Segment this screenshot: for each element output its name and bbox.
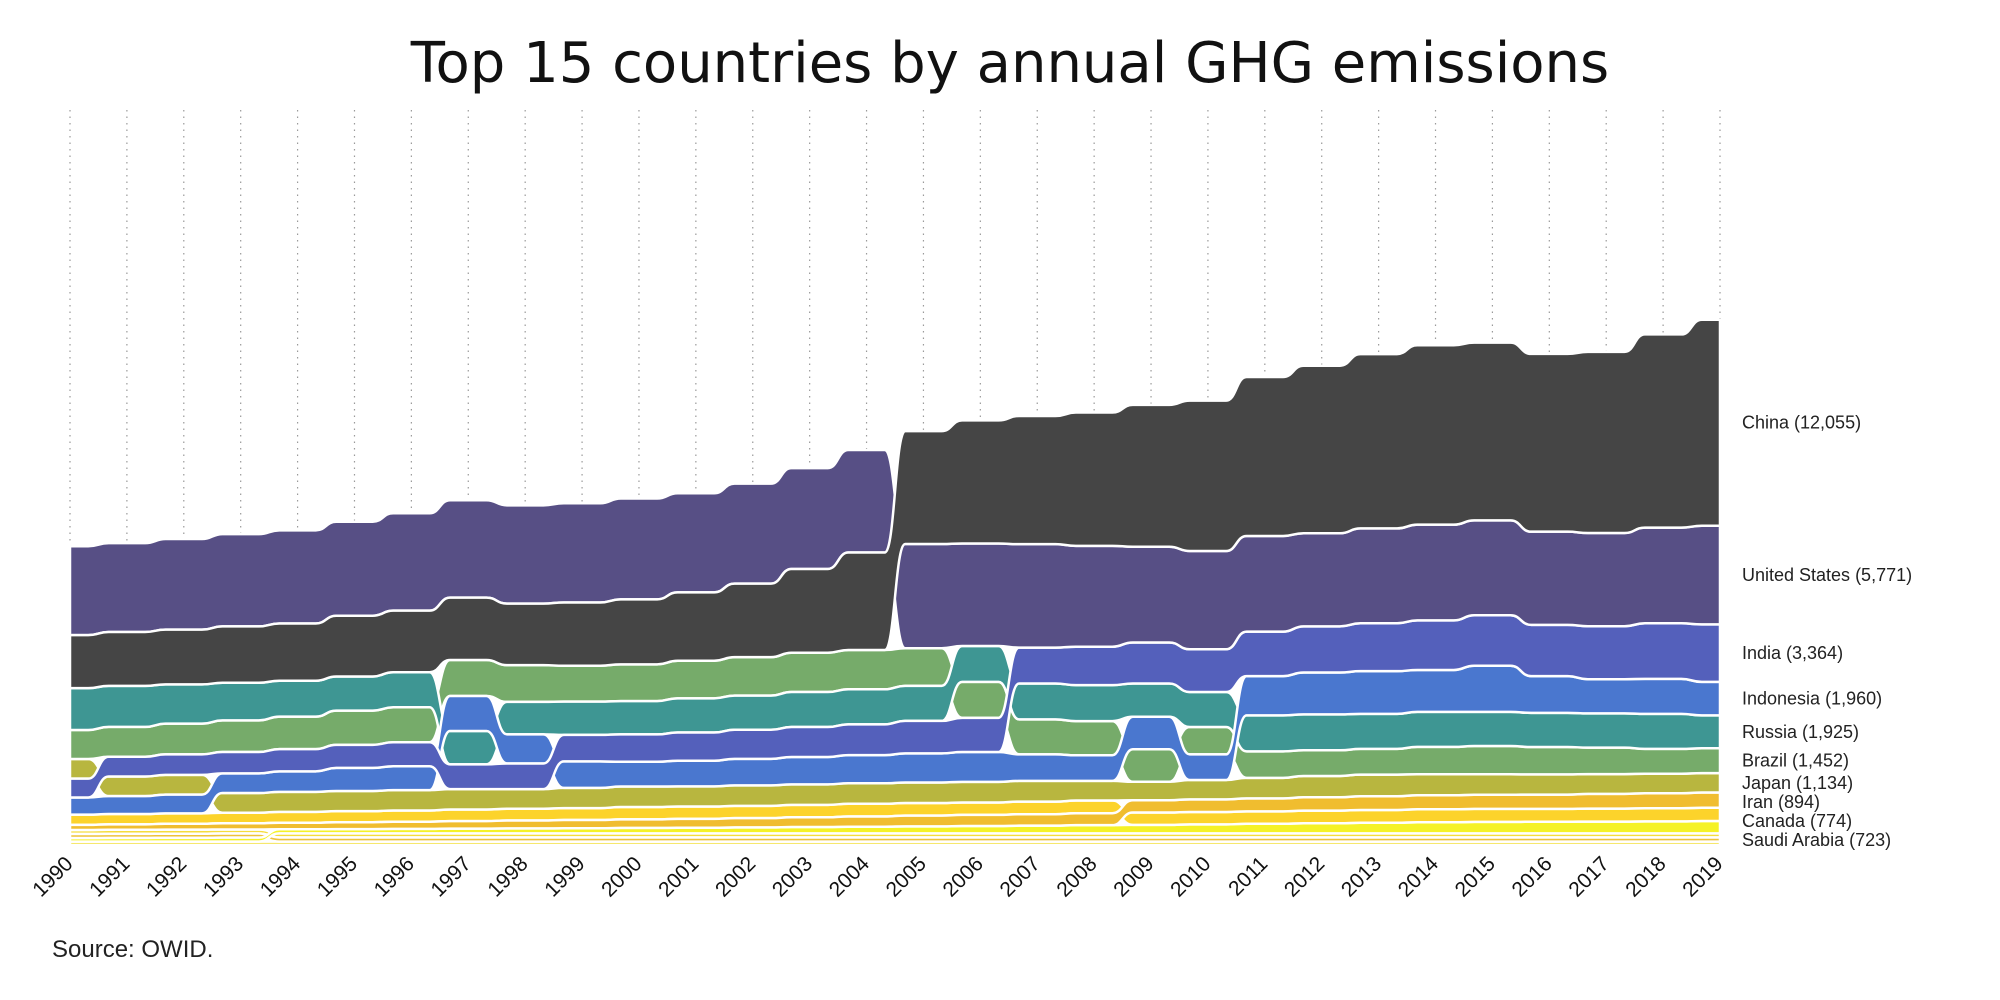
x-tick-label-2007: 2007: [995, 852, 1044, 901]
x-tick-label-1999: 1999: [540, 852, 589, 901]
x-tick-label-2016: 2016: [1508, 852, 1557, 901]
x-tick-label-2002: 2002: [711, 852, 760, 901]
x-tick-label-2011: 2011: [1224, 852, 1272, 900]
end-label-iran: Iran (894): [1742, 792, 1820, 812]
x-tick-label-2014: 2014: [1394, 852, 1444, 902]
x-tick-label-2000: 2000: [597, 852, 646, 901]
chart-title: Top 15 countries by annual GHG emissions: [410, 31, 1609, 96]
x-tick-label-2006: 2006: [939, 852, 988, 901]
x-tick-label-1996: 1996: [370, 852, 419, 901]
x-tick-label-2005: 2005: [882, 852, 931, 901]
end-label-china: China (12,055): [1742, 413, 1861, 433]
x-tick-label-2004: 2004: [825, 852, 875, 902]
end-label-saudi-arabia: Saudi Arabia (723): [1742, 830, 1891, 850]
x-tick-label-1995: 1995: [313, 852, 362, 901]
x-tick-label-2008: 2008: [1052, 852, 1101, 901]
x-tick-label-1991: 1991: [85, 852, 134, 901]
x-tick-label-2001: 2001: [654, 852, 703, 901]
end-label-canada: Canada (774): [1742, 811, 1852, 831]
x-tick-label-2012: 2012: [1280, 852, 1329, 901]
source-note: Source: OWID.: [52, 936, 213, 963]
end-label-russia: Russia (1,925): [1742, 722, 1859, 742]
x-tick-label-1997: 1997: [427, 852, 476, 901]
x-tick-label-1998: 1998: [483, 852, 532, 901]
x-tick-label-2013: 2013: [1337, 852, 1386, 901]
x-axis: 1990 1991 1992 1993 1994 1995 1996 1997 1998 1999…: [28, 852, 1727, 902]
series-ribbon-china: [68, 318, 1722, 690]
x-tick-label-2003: 2003: [768, 852, 817, 901]
x-tick-label-2018: 2018: [1621, 852, 1670, 901]
ribbons: [68, 318, 1722, 847]
series-ribbon-iran: [68, 791, 1722, 832]
x-tick-label-1992: 1992: [142, 852, 191, 901]
x-tick-label-2010: 2010: [1166, 852, 1215, 901]
series-ribbon-india: [68, 614, 1722, 799]
end-label-indonesia: Indonesia (1,960): [1742, 689, 1882, 709]
end-label-united-states: United States (5,771): [1742, 565, 1912, 585]
x-tick-label-1990: 1990: [28, 852, 77, 901]
x-tick-label-2017: 2017: [1564, 852, 1613, 901]
end-labels: China (12,055) United States (5,771) India…: [1742, 413, 1912, 850]
x-tick-label-2009: 2009: [1109, 852, 1158, 901]
x-tick-label-2019: 2019: [1678, 852, 1727, 901]
x-tick-label-2015: 2015: [1451, 852, 1500, 901]
x-tick-label-1993: 1993: [199, 852, 248, 901]
end-label-brazil: Brazil (1,452): [1742, 751, 1849, 771]
series-ribbon-unlabeled-11: [68, 832, 1722, 843]
x-tick-label-1994: 1994: [256, 852, 306, 902]
end-label-india: India (3,364): [1742, 643, 1843, 663]
end-label-japan: Japan (1,134): [1742, 773, 1853, 793]
